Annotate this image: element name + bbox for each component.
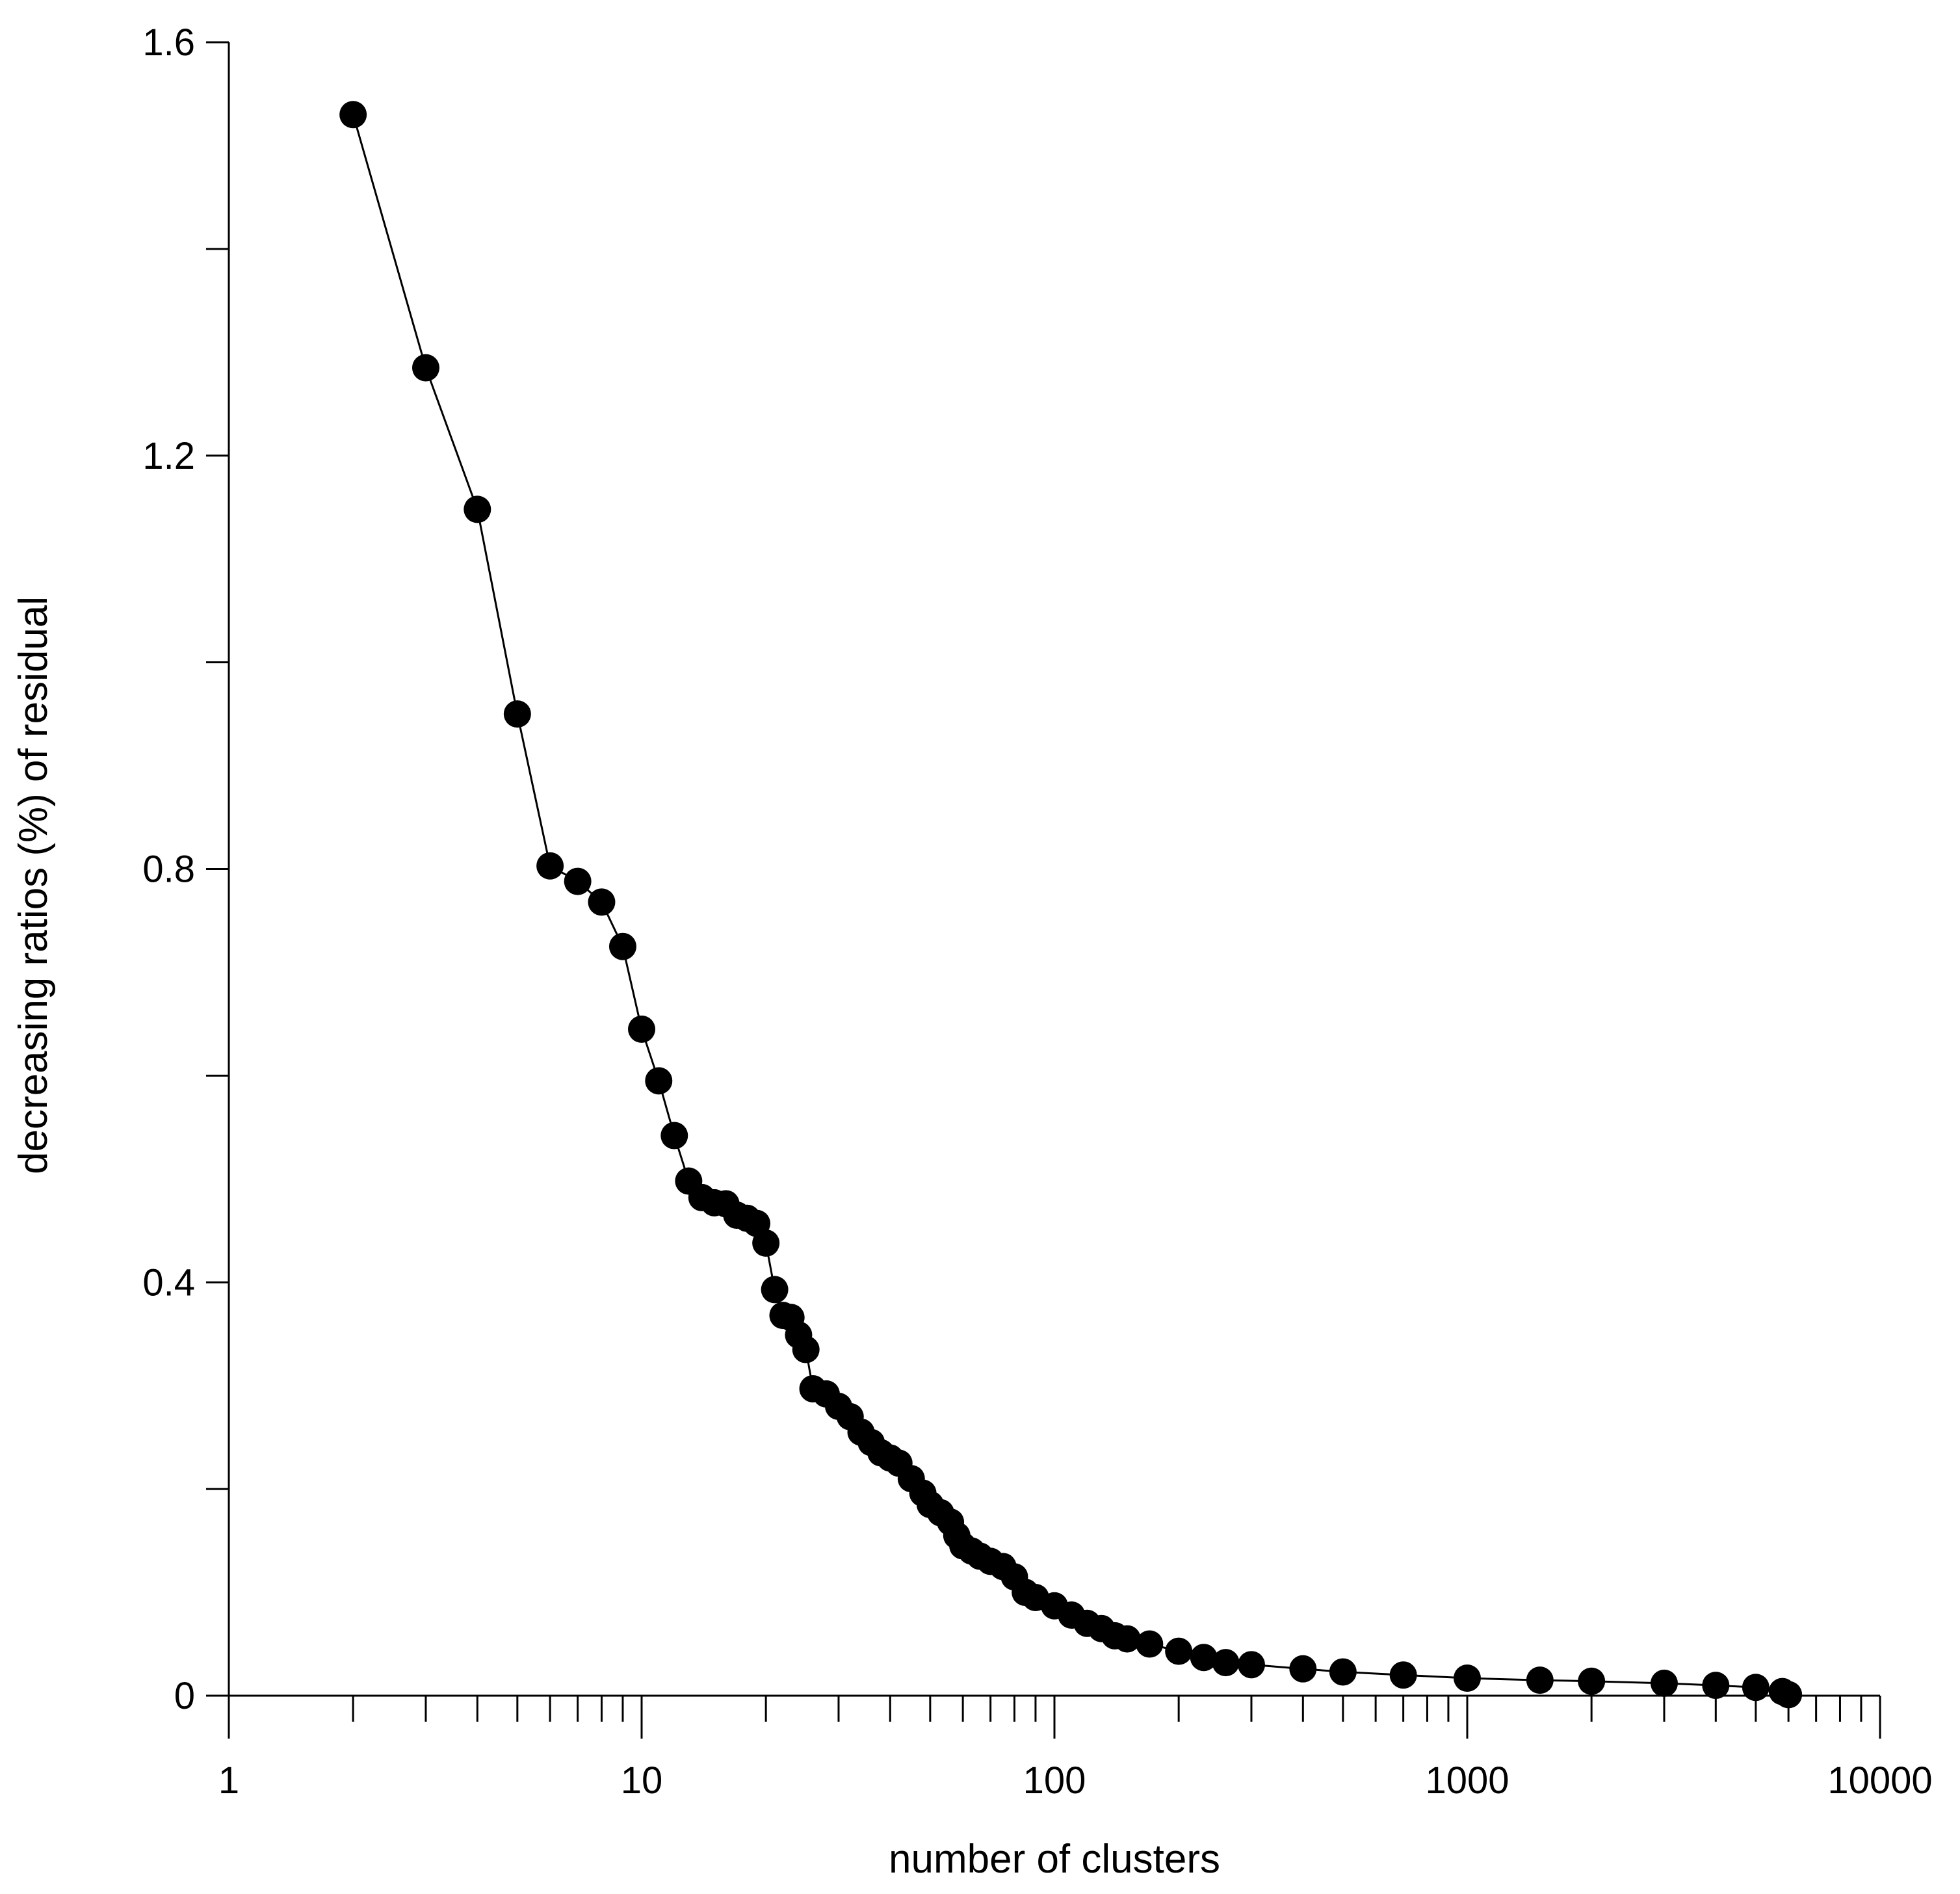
y-ticks: 0 0.4 0.8 1.2 1.6 bbox=[142, 21, 229, 1717]
y-tick-label: 0 bbox=[174, 1675, 195, 1717]
data-point bbox=[608, 932, 636, 960]
data-point bbox=[588, 888, 616, 916]
data-points bbox=[339, 101, 1803, 1709]
data-point bbox=[1329, 1658, 1357, 1686]
data-point bbox=[1237, 1651, 1265, 1679]
data-point bbox=[503, 700, 531, 728]
axes bbox=[228, 42, 1880, 1697]
data-point bbox=[1165, 1637, 1193, 1665]
y-tick-label: 0.4 bbox=[142, 1261, 195, 1304]
data-point bbox=[1389, 1661, 1417, 1689]
data-point bbox=[1113, 1625, 1141, 1653]
data-point bbox=[1454, 1664, 1481, 1692]
data-point bbox=[1190, 1644, 1218, 1672]
data-point bbox=[1136, 1630, 1164, 1658]
data-point bbox=[1775, 1681, 1803, 1709]
data-point bbox=[1578, 1667, 1606, 1695]
data-point bbox=[1212, 1649, 1240, 1677]
x-tick-label: 1 bbox=[218, 1759, 239, 1802]
x-tick-label: 100 bbox=[1023, 1759, 1086, 1802]
x-axis-title: number of clusters bbox=[889, 1837, 1220, 1882]
data-point bbox=[1650, 1669, 1678, 1697]
data-point bbox=[1289, 1655, 1317, 1683]
x-tick-label: 10000 bbox=[1827, 1759, 1932, 1802]
x-ticks: 1 10 100 1000 10000 bbox=[218, 1696, 1933, 1802]
data-point bbox=[1526, 1666, 1554, 1694]
series-line bbox=[352, 114, 1789, 1696]
data-point bbox=[564, 867, 592, 895]
data-point bbox=[660, 1122, 688, 1150]
data-point bbox=[464, 495, 491, 523]
data-point bbox=[339, 101, 367, 129]
x-tick-label: 10 bbox=[621, 1759, 663, 1802]
data-point bbox=[628, 1015, 655, 1043]
data-point bbox=[645, 1067, 673, 1095]
data-point bbox=[792, 1335, 820, 1363]
y-tick-label: 1.6 bbox=[142, 21, 195, 64]
y-tick-label: 0.8 bbox=[142, 848, 195, 891]
data-point bbox=[1702, 1672, 1730, 1700]
data-point bbox=[761, 1276, 789, 1304]
y-axis-title: decreasing ratios (%) of residual bbox=[11, 596, 56, 1174]
data-point bbox=[752, 1229, 780, 1257]
data-point bbox=[412, 354, 439, 382]
data-point bbox=[1742, 1674, 1770, 1702]
x-tick-label: 1000 bbox=[1425, 1759, 1509, 1802]
y-tick-label: 1.2 bbox=[142, 435, 195, 477]
data-point bbox=[536, 852, 564, 880]
